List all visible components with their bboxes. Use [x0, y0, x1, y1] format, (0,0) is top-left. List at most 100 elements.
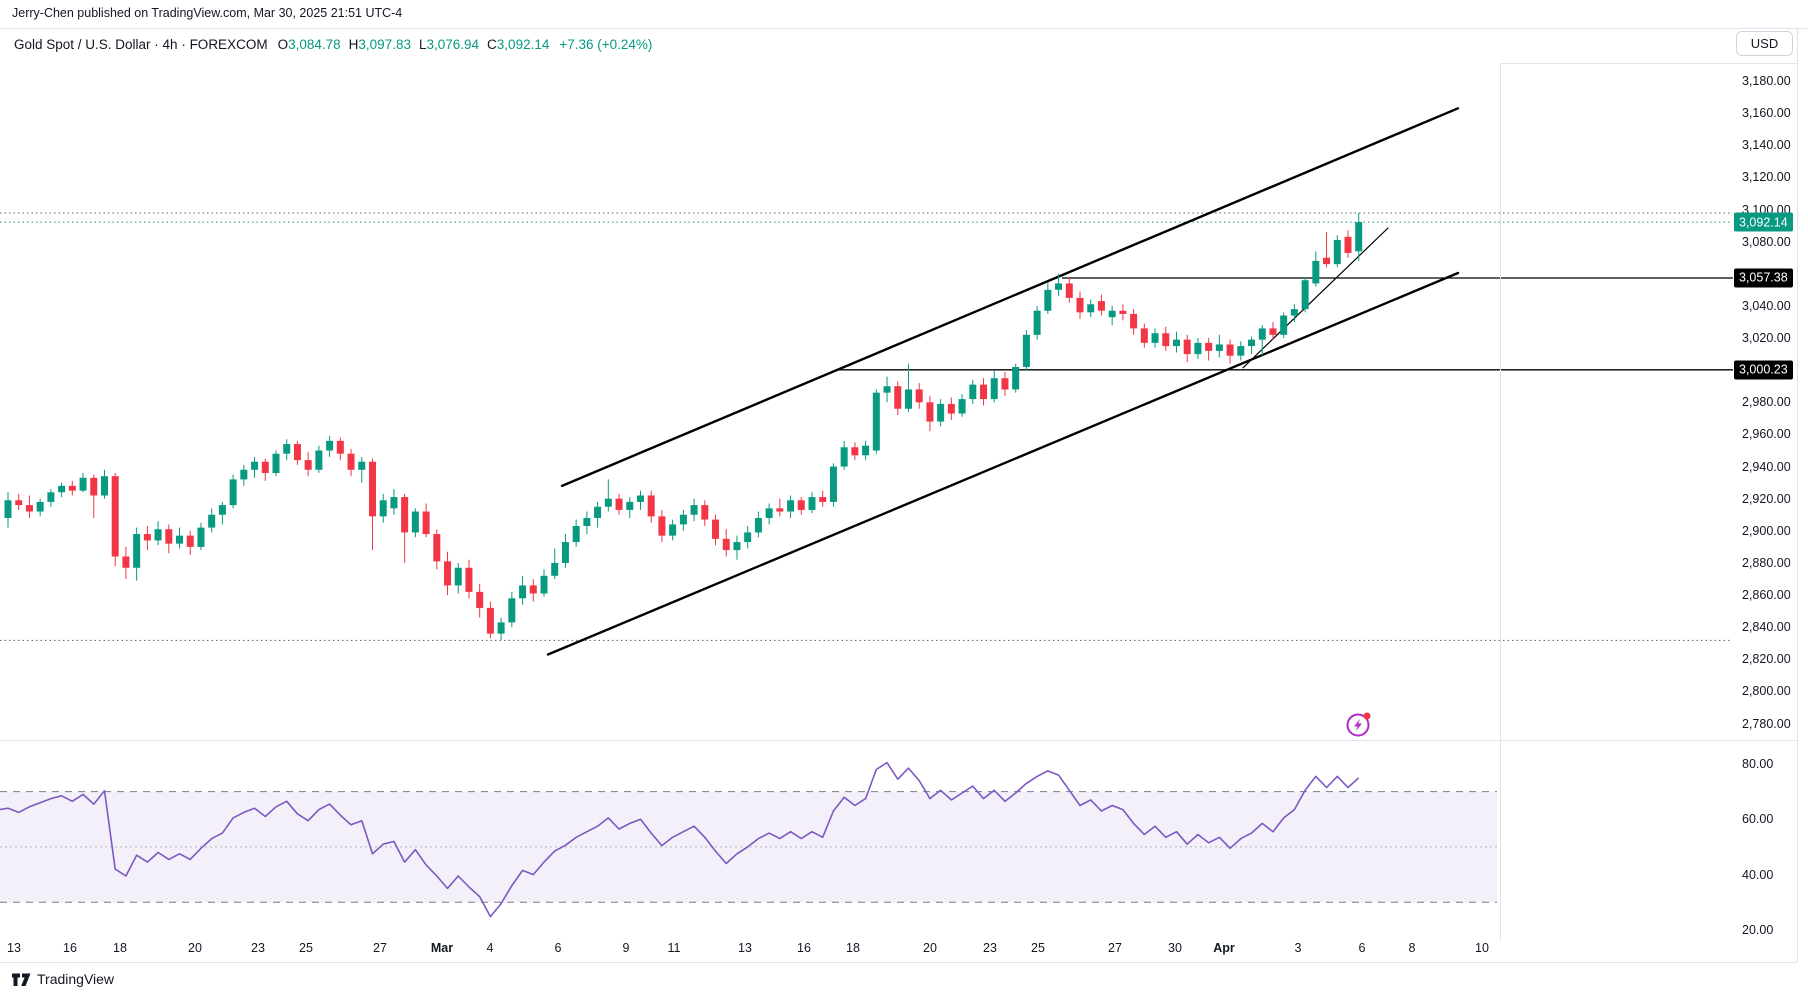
candle-body — [465, 567, 473, 592]
flash-icon[interactable] — [1346, 712, 1371, 737]
time-tick-label: 16 — [63, 941, 77, 955]
candle-body — [508, 598, 516, 623]
candle-body — [904, 389, 912, 409]
trendline-channel-upper[interactable] — [560, 107, 1460, 488]
candle-body — [1022, 334, 1030, 367]
candle-body — [4, 500, 12, 518]
candle-body — [133, 534, 141, 568]
time-tick-label: Mar — [430, 941, 454, 955]
ohlc-close: C3,092.14 — [487, 36, 550, 52]
candle-body — [283, 444, 291, 454]
candle-body — [251, 461, 259, 470]
candle-body — [1215, 344, 1223, 351]
candle-body — [154, 529, 162, 541]
candle-body — [444, 561, 452, 586]
price-tick-label: 2,940.00 — [1742, 459, 1791, 474]
candle-body — [336, 440, 344, 454]
candle-body — [100, 476, 108, 496]
candle-body — [347, 453, 355, 470]
time-tick-label: 8 — [1408, 941, 1416, 955]
time-tick-label: 18 — [846, 941, 860, 955]
tradingview-logo[interactable]: TradingView — [12, 971, 114, 987]
candle-body — [1076, 297, 1084, 313]
candle-body — [1301, 280, 1309, 310]
candle-body — [143, 534, 151, 541]
candle-body — [926, 402, 934, 422]
time-tick-label: 20 — [923, 941, 937, 955]
currency-toggle-usd[interactable]: USD — [1736, 31, 1793, 56]
price-tick-label: 2,920.00 — [1742, 491, 1791, 506]
candle-body — [1033, 310, 1041, 335]
time-tick-label: 13 — [7, 941, 21, 955]
candle-body — [90, 477, 98, 496]
trendline-short-term-trendline[interactable] — [1242, 227, 1389, 369]
axis-separator-top — [1500, 63, 1797, 64]
ohlc-open: O3,084.78 — [277, 36, 341, 52]
time-tick-label: 11 — [667, 941, 681, 955]
flash-icon-dot — [1363, 712, 1371, 720]
time-tick-label: 16 — [797, 941, 811, 955]
chart-header: Gold Spot / U.S. Dollar · 4h · FOREXCOM … — [14, 33, 652, 55]
candle-body — [497, 622, 505, 634]
time-tick-label: 13 — [738, 941, 752, 955]
candle-body — [433, 534, 441, 562]
candle-body — [829, 466, 837, 502]
time-tick-label: 6 — [1358, 941, 1366, 955]
candle-body — [990, 378, 998, 400]
candle-body — [1151, 333, 1159, 343]
candle-body — [604, 498, 612, 507]
candle-body — [1162, 333, 1170, 347]
candle-body — [1205, 342, 1213, 351]
candle-body — [358, 461, 366, 470]
price-tick-label: 3,080.00 — [1742, 234, 1791, 249]
candle-body — [722, 538, 730, 551]
candle-body — [1323, 257, 1331, 265]
right-border — [1797, 28, 1798, 962]
candle-body — [68, 485, 76, 491]
price-tick-label: 3,120.00 — [1742, 170, 1791, 185]
time-tick-label: 25 — [299, 941, 313, 955]
tradingview-mark-icon — [12, 973, 31, 986]
time-tick-label: 6 — [554, 941, 562, 955]
candle-body — [615, 498, 623, 510]
price-tick-label: 3,020.00 — [1742, 331, 1791, 346]
candle-body — [583, 517, 591, 527]
candle-body — [1097, 301, 1105, 311]
time-tick-label: 20 — [188, 941, 202, 955]
candle-body — [540, 575, 548, 594]
candle-body — [819, 497, 827, 502]
candle-body — [411, 511, 419, 533]
candle-body — [840, 447, 848, 467]
candle-body — [636, 495, 644, 502]
time-tick-label: 10 — [1475, 941, 1489, 955]
candle-body — [1258, 328, 1266, 340]
candle-body — [733, 542, 741, 551]
candle-body — [808, 497, 816, 510]
tradingview-logo-text: TradingView — [37, 971, 115, 987]
rsi-line — [0, 761, 1360, 918]
candle-body — [1001, 378, 1009, 390]
candle-body — [872, 392, 880, 451]
candle-body — [293, 444, 301, 461]
candle-body — [1183, 339, 1191, 355]
candle-body — [1194, 342, 1202, 355]
candle-body — [476, 591, 484, 608]
candle-body — [229, 479, 237, 506]
flash-icon-circle — [1346, 713, 1370, 737]
candle-body — [712, 519, 720, 539]
price-tick-label: 3,040.00 — [1742, 298, 1791, 313]
flash-icon-bolt — [1354, 719, 1362, 731]
candle-body — [980, 384, 988, 400]
candle-body — [572, 526, 580, 543]
price-tick-label: 2,840.00 — [1742, 620, 1791, 635]
candle-body — [1248, 339, 1256, 347]
candle-body — [240, 469, 248, 480]
candle-body — [79, 477, 87, 491]
candle-body — [1012, 366, 1020, 390]
candle-body — [197, 527, 205, 547]
time-tick-label: Apr — [1213, 941, 1235, 955]
candle-body — [25, 505, 33, 512]
rsi-tick-label: 40.00 — [1742, 867, 1774, 882]
trendline-channel-lower[interactable] — [546, 271, 1460, 656]
